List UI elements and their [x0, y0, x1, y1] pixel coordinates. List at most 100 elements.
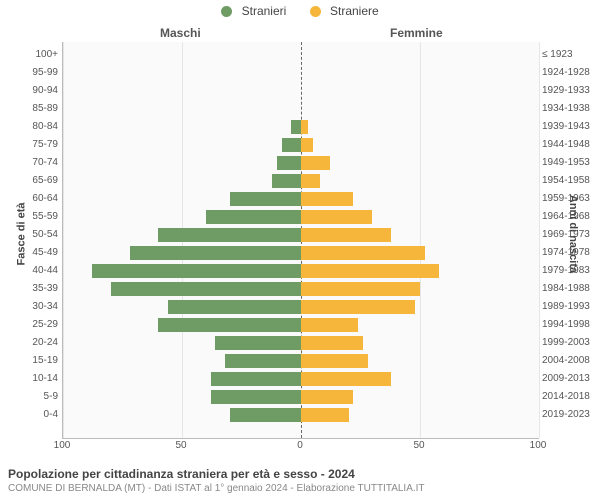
birth-year-label: ≤ 1923	[542, 46, 598, 64]
birth-year-label: 2019-2023	[542, 406, 598, 424]
birth-year-label: 1929-1933	[542, 82, 598, 100]
legend-label-female: Straniere	[330, 4, 379, 18]
bar-female	[301, 192, 353, 206]
bar-female	[301, 264, 439, 278]
bar-male	[277, 156, 301, 170]
bar-female	[301, 210, 372, 224]
age-label: 35-39	[0, 280, 58, 298]
x-tick-label: 50	[175, 440, 186, 451]
birth-year-label: 1984-1988	[542, 280, 598, 298]
birth-year-label: 2014-2018	[542, 388, 598, 406]
bar-male	[230, 192, 301, 206]
pyramid-row	[63, 298, 539, 316]
birth-year-label: 1974-1978	[542, 244, 598, 262]
bar-male	[158, 318, 301, 332]
age-label: 15-19	[0, 352, 58, 370]
bar-female	[301, 390, 353, 404]
bar-male	[230, 408, 301, 422]
bar-female	[301, 138, 313, 152]
pyramid-row	[63, 316, 539, 334]
legend-swatch-female	[310, 6, 321, 17]
legend-item-male: Stranieri	[221, 4, 286, 18]
bar-male	[211, 390, 301, 404]
pyramid-row	[63, 244, 539, 262]
bar-male	[206, 210, 301, 224]
legend-label-male: Stranieri	[242, 4, 287, 18]
birth-year-label: 1954-1958	[542, 172, 598, 190]
age-label: 20-24	[0, 334, 58, 352]
pyramid-row	[63, 136, 539, 154]
age-label: 30-34	[0, 298, 58, 316]
pyramid-row	[63, 226, 539, 244]
bar-male	[215, 336, 301, 350]
bar-female	[301, 282, 420, 296]
age-label: 45-49	[0, 244, 58, 262]
pyramid-row	[63, 280, 539, 298]
birth-year-label: 1969-1973	[542, 226, 598, 244]
x-tick-label: 0	[297, 440, 303, 451]
bar-male	[225, 354, 301, 368]
birth-year-label: 2004-2008	[542, 352, 598, 370]
bar-female	[301, 228, 391, 242]
birth-year-label: 1994-1998	[542, 316, 598, 334]
bar-male	[211, 372, 301, 386]
age-label: 25-29	[0, 316, 58, 334]
birth-year-label: 1999-2003	[542, 334, 598, 352]
birth-year-label: 1934-1938	[542, 100, 598, 118]
age-label: 0-4	[0, 406, 58, 424]
birth-year-label: 1924-1928	[542, 64, 598, 82]
birth-year-label: 2009-2013	[542, 370, 598, 388]
legend: Stranieri Straniere	[0, 4, 600, 18]
pyramid-row	[63, 118, 539, 136]
age-label: 10-14	[0, 370, 58, 388]
bar-female	[301, 120, 308, 134]
caption-title: Popolazione per cittadinanza straniera p…	[8, 467, 425, 481]
legend-item-female: Straniere	[310, 4, 379, 18]
age-label: 50-54	[0, 226, 58, 244]
bar-female	[301, 354, 368, 368]
age-label: 5-9	[0, 388, 58, 406]
pyramid-row	[63, 352, 539, 370]
pyramid-row	[63, 208, 539, 226]
bar-female	[301, 318, 358, 332]
bar-male	[272, 174, 301, 188]
bar-male	[282, 138, 301, 152]
population-pyramid-chart: Stranieri Straniere Maschi Femmine Fasce…	[0, 0, 600, 500]
age-label: 80-84	[0, 118, 58, 136]
legend-swatch-male	[221, 6, 232, 17]
bar-male	[130, 246, 301, 260]
age-label: 60-64	[0, 190, 58, 208]
header-female: Femmine	[390, 26, 443, 40]
plot-area	[62, 42, 539, 439]
birth-year-label: 1989-1993	[542, 298, 598, 316]
pyramid-row	[63, 262, 539, 280]
bar-male	[92, 264, 301, 278]
birth-year-label: 1964-1968	[542, 208, 598, 226]
age-label: 40-44	[0, 262, 58, 280]
bar-male	[111, 282, 301, 296]
bar-female	[301, 156, 330, 170]
bar-male	[291, 120, 301, 134]
bar-female	[301, 372, 391, 386]
bar-female	[301, 174, 320, 188]
bar-female	[301, 408, 349, 422]
age-label: 95-99	[0, 64, 58, 82]
birth-year-label: 1944-1948	[542, 136, 598, 154]
x-tick-label: 100	[530, 440, 547, 451]
age-label: 85-89	[0, 100, 58, 118]
caption-subtitle: COMUNE DI BERNALDA (MT) - Dati ISTAT al …	[8, 483, 425, 494]
header-male: Maschi	[160, 26, 201, 40]
pyramid-row	[63, 334, 539, 352]
pyramid-row	[63, 82, 539, 100]
age-label: 70-74	[0, 154, 58, 172]
pyramid-row	[63, 154, 539, 172]
caption: Popolazione per cittadinanza straniera p…	[8, 467, 425, 494]
birth-year-label: 1959-1963	[542, 190, 598, 208]
age-label: 100+	[0, 46, 58, 64]
pyramid-row	[63, 388, 539, 406]
birth-year-label: 1949-1953	[542, 154, 598, 172]
bar-male	[168, 300, 301, 314]
pyramid-row	[63, 46, 539, 64]
pyramid-row	[63, 190, 539, 208]
age-label: 90-94	[0, 82, 58, 100]
